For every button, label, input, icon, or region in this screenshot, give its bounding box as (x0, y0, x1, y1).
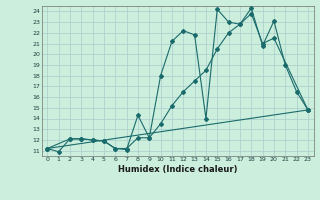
X-axis label: Humidex (Indice chaleur): Humidex (Indice chaleur) (118, 165, 237, 174)
